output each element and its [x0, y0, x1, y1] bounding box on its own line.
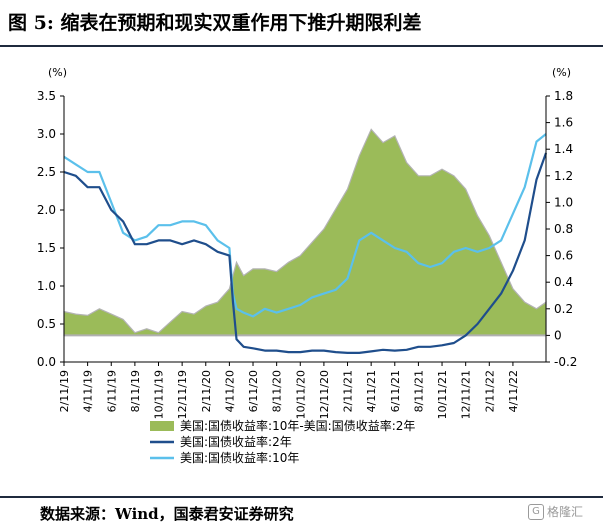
left-tick-label: 1.0 — [37, 279, 56, 293]
chart: (%) (%) 0.0 0.5 1.0 1.5 2.0 2.5 3.0 3.5 -0.2 0 0.2 0.… — [37, 66, 578, 465]
spread-area — [63, 128, 547, 336]
x-tick-label: 8/11/21 — [412, 370, 425, 412]
series-line-10y — [63, 133, 547, 318]
left-tick-label: 2.0 — [37, 203, 56, 217]
x-tick-label: 4/11/19 — [82, 370, 95, 412]
right-tick-label: -0.2 — [554, 355, 577, 369]
legend-swatch-spread — [150, 421, 174, 431]
right-tick-label: 1.8 — [554, 89, 573, 103]
x-tick-label: 4/11/22 — [507, 370, 520, 412]
x-tick-label: 8/11/19 — [129, 370, 142, 412]
left-axis-unit: (%) — [48, 66, 67, 79]
bottom-rule — [0, 496, 603, 498]
watermark: G 格隆汇 — [528, 503, 583, 520]
left-tick-label: 0.5 — [37, 317, 56, 331]
right-tick-label: 1.6 — [554, 116, 573, 130]
right-tick-label: 0 — [554, 328, 562, 342]
x-tick-label: 10/11/21 — [436, 370, 449, 419]
x-tick-label: 12/11/19 — [176, 370, 189, 419]
legend-label-10y: 美国:国债收益率:10年 — [180, 450, 299, 465]
right-tick-label: 0.6 — [554, 249, 573, 263]
x-tick-label: 6/11/20 — [247, 370, 260, 412]
x-tick-label: 12/11/20 — [318, 370, 331, 419]
x-tick-label: 10/11/19 — [153, 370, 166, 419]
top-rule — [0, 45, 603, 47]
x-tick-label: 12/11/21 — [460, 370, 473, 419]
right-tick-label: 1.4 — [554, 142, 573, 156]
right-tick-label: 1.0 — [554, 195, 573, 209]
x-tick-label: 2/11/20 — [200, 370, 213, 412]
figure-title: 图 5: 缩表在预期和现实双重作用下推升期限利差 — [8, 12, 422, 34]
legend-label-spread: 美国:国债收益率:10年-美国:国债收益率:2年 — [180, 418, 415, 433]
legend-label-2y: 美国:国债收益率:2年 — [180, 434, 292, 449]
right-axis-unit: (%) — [552, 66, 571, 79]
x-tick-label: 2/11/21 — [342, 370, 355, 412]
x-tick-label: 6/11/19 — [105, 370, 118, 412]
left-tick-label: 3.0 — [37, 127, 56, 141]
left-tick-label: 2.5 — [37, 165, 56, 179]
figure-title-bar: 图 5: 缩表在预期和现实双重作用下推升期限利差 — [0, 0, 603, 44]
x-tick-label: 8/11/20 — [271, 370, 284, 412]
x-tick-label: 6/11/21 — [389, 370, 402, 412]
right-tick-label: 0.8 — [554, 222, 573, 236]
left-tick-label: 3.5 — [37, 89, 56, 103]
x-tick-label: 4/11/20 — [223, 370, 236, 412]
x-tick-label: 10/11/20 — [294, 370, 307, 419]
series-line-2y — [63, 152, 548, 354]
left-tick-label: 1.5 — [37, 241, 56, 255]
watermark-logo-icon: G — [528, 503, 544, 520]
x-tick-label: 2/11/19 — [58, 370, 71, 412]
left-tick-label: 0.0 — [37, 355, 56, 369]
right-tick-label: 0.2 — [554, 302, 573, 316]
source-note: 数据来源：Wind，国泰君安证券研究 — [40, 505, 294, 523]
x-tick-label: 4/11/21 — [365, 370, 378, 412]
x-tick-label: 2/11/22 — [483, 370, 496, 412]
right-tick-label: 0.4 — [554, 275, 573, 289]
watermark-text: 格隆汇 — [547, 505, 584, 519]
right-tick-label: 1.2 — [554, 169, 573, 183]
